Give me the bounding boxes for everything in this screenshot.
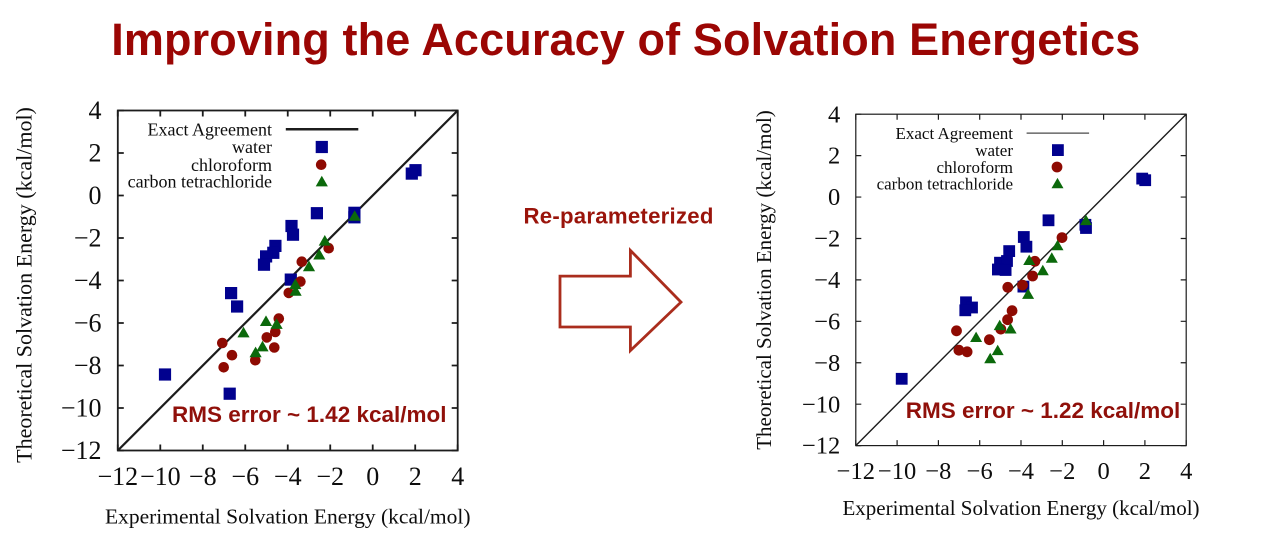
svg-text:−6: −6	[231, 462, 259, 491]
svg-text:Theoretical Solvation Energy (: Theoretical Solvation Energy (kcal/mol)	[12, 107, 37, 463]
svg-text:2: 2	[89, 139, 102, 168]
svg-text:−4: −4	[74, 266, 102, 295]
svg-text:−8: −8	[74, 351, 102, 380]
svg-text:4: 4	[89, 96, 102, 125]
svg-text:0: 0	[1097, 458, 1109, 485]
svg-text:2: 2	[828, 143, 840, 170]
svg-text:−12: −12	[61, 436, 102, 465]
svg-text:Experimental Solvation Energy: Experimental Solvation Energy (kcal/mol)	[105, 505, 471, 529]
svg-text:water: water	[232, 137, 272, 157]
svg-text:Exact Agreement: Exact Agreement	[148, 120, 272, 140]
svg-text:−4: −4	[274, 462, 302, 491]
svg-text:2: 2	[1139, 458, 1151, 485]
svg-text:4: 4	[451, 462, 464, 491]
svg-text:−6: −6	[74, 309, 102, 338]
svg-text:carbon tetrachloride: carbon tetrachloride	[128, 172, 272, 192]
svg-text:water: water	[975, 141, 1013, 160]
svg-text:Improving the Accuracy of Solv: Improving the Accuracy of Solvation Ener…	[111, 14, 1140, 65]
svg-text:0: 0	[366, 462, 379, 491]
svg-text:2: 2	[409, 462, 422, 491]
svg-text:Theoretical Solvation Energy (: Theoretical Solvation Energy (kcal/mol)	[752, 110, 776, 450]
svg-text:−4: −4	[814, 267, 840, 294]
svg-text:4: 4	[828, 101, 840, 128]
svg-text:chloroform: chloroform	[937, 158, 1013, 177]
svg-text:−2: −2	[814, 226, 840, 253]
svg-text:−2: −2	[1049, 458, 1075, 485]
svg-text:−10: −10	[802, 391, 840, 418]
svg-text:RMS error ~ 1.42 kcal/mol: RMS error ~ 1.42 kcal/mol	[172, 402, 447, 427]
svg-text:−12: −12	[97, 462, 138, 491]
svg-text:chloroform: chloroform	[191, 155, 272, 175]
svg-text:Experimental Solvation Energy: Experimental Solvation Energy (kcal/mol)	[842, 496, 1199, 520]
svg-text:−4: −4	[1008, 458, 1034, 485]
svg-text:carbon tetrachloride: carbon tetrachloride	[877, 174, 1013, 193]
svg-text:−12: −12	[802, 433, 840, 460]
svg-text:−12: −12	[837, 458, 875, 485]
svg-text:−2: −2	[74, 224, 102, 253]
svg-text:Exact Agreement: Exact Agreement	[895, 124, 1013, 143]
svg-text:0: 0	[828, 184, 840, 211]
svg-text:−10: −10	[61, 394, 102, 423]
svg-text:−10: −10	[878, 458, 916, 485]
svg-text:−10: −10	[140, 462, 181, 491]
svg-text:0: 0	[89, 181, 102, 210]
svg-text:−6: −6	[814, 308, 840, 335]
svg-text:−2: −2	[316, 462, 344, 491]
svg-text:−8: −8	[189, 462, 217, 491]
svg-text:−8: −8	[814, 350, 840, 377]
svg-text:RMS error ~ 1.22 kcal/mol: RMS error ~ 1.22 kcal/mol	[906, 398, 1181, 423]
svg-text:−8: −8	[925, 458, 951, 485]
svg-text:−6: −6	[967, 458, 993, 485]
svg-text:4: 4	[1180, 458, 1192, 485]
svg-text:Re-parameterized: Re-parameterized	[524, 204, 714, 229]
